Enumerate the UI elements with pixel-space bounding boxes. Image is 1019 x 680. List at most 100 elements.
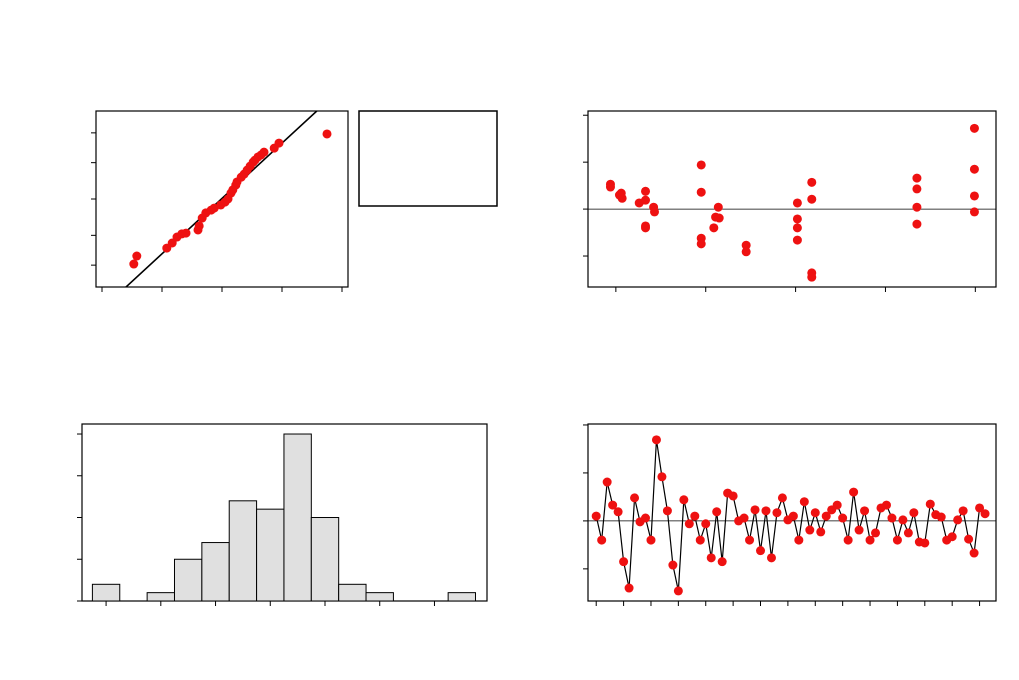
point [777,493,787,503]
bar [256,508,285,602]
point [936,512,946,522]
point [860,506,870,516]
point [624,583,634,593]
bar [201,542,230,602]
point [167,238,177,248]
point [805,525,815,535]
point [816,527,826,537]
point [728,491,738,501]
point [602,477,612,487]
point [194,221,204,231]
point [701,519,711,529]
plot-frame [587,110,997,288]
point [695,535,705,545]
point [969,191,979,201]
bar [310,517,340,602]
point [792,214,802,224]
point [181,228,191,238]
point [741,240,751,250]
point [741,247,751,257]
point [668,560,678,570]
point [696,239,706,249]
point [673,586,683,596]
point [608,500,618,510]
point [912,184,922,194]
point [794,535,804,545]
point [717,557,727,567]
panel [77,423,488,606]
point [650,207,660,217]
bar [91,583,121,602]
point [630,493,640,503]
point [322,129,332,139]
point [969,164,979,174]
point [706,553,716,563]
point [712,507,722,517]
point [810,508,820,518]
point [605,182,615,192]
point [925,499,935,509]
point [788,511,798,521]
point [969,123,979,133]
point [745,535,755,545]
point [756,546,766,556]
point [799,497,809,507]
point [964,534,974,544]
bar [338,583,367,602]
point [662,506,672,516]
point [132,251,142,261]
bar [365,592,394,602]
point [969,548,979,558]
point [792,235,802,245]
point [807,272,817,282]
point [641,186,651,196]
point [892,535,902,545]
point [641,223,651,233]
point [696,160,706,170]
point [912,202,922,212]
point [709,223,719,233]
plot-frame [587,423,997,602]
point [843,535,853,545]
bar [146,592,175,602]
point [969,207,979,217]
point [641,513,651,523]
point [953,515,963,525]
point [657,472,667,482]
point [909,508,919,518]
point [651,435,661,445]
legend-box [358,110,498,207]
point [739,513,749,523]
point [614,190,624,200]
bar [447,592,477,602]
point [591,511,601,521]
point [714,213,724,223]
panel [583,110,997,292]
point [854,525,864,535]
point [792,223,802,233]
point [912,219,922,229]
point [920,538,930,548]
point [259,147,269,157]
point [975,503,985,513]
point [832,500,842,510]
point [838,513,848,523]
point [679,495,689,505]
point [129,259,139,269]
point [821,511,831,521]
fit-line [125,111,318,287]
point [766,553,776,563]
point [887,513,897,523]
point [871,528,881,538]
point [980,509,990,519]
bar [228,500,258,602]
point [903,528,913,538]
panel [583,423,997,606]
point [865,535,875,545]
point [792,198,802,208]
point [646,535,656,545]
point [772,508,782,518]
point [696,187,706,197]
point [912,173,922,183]
